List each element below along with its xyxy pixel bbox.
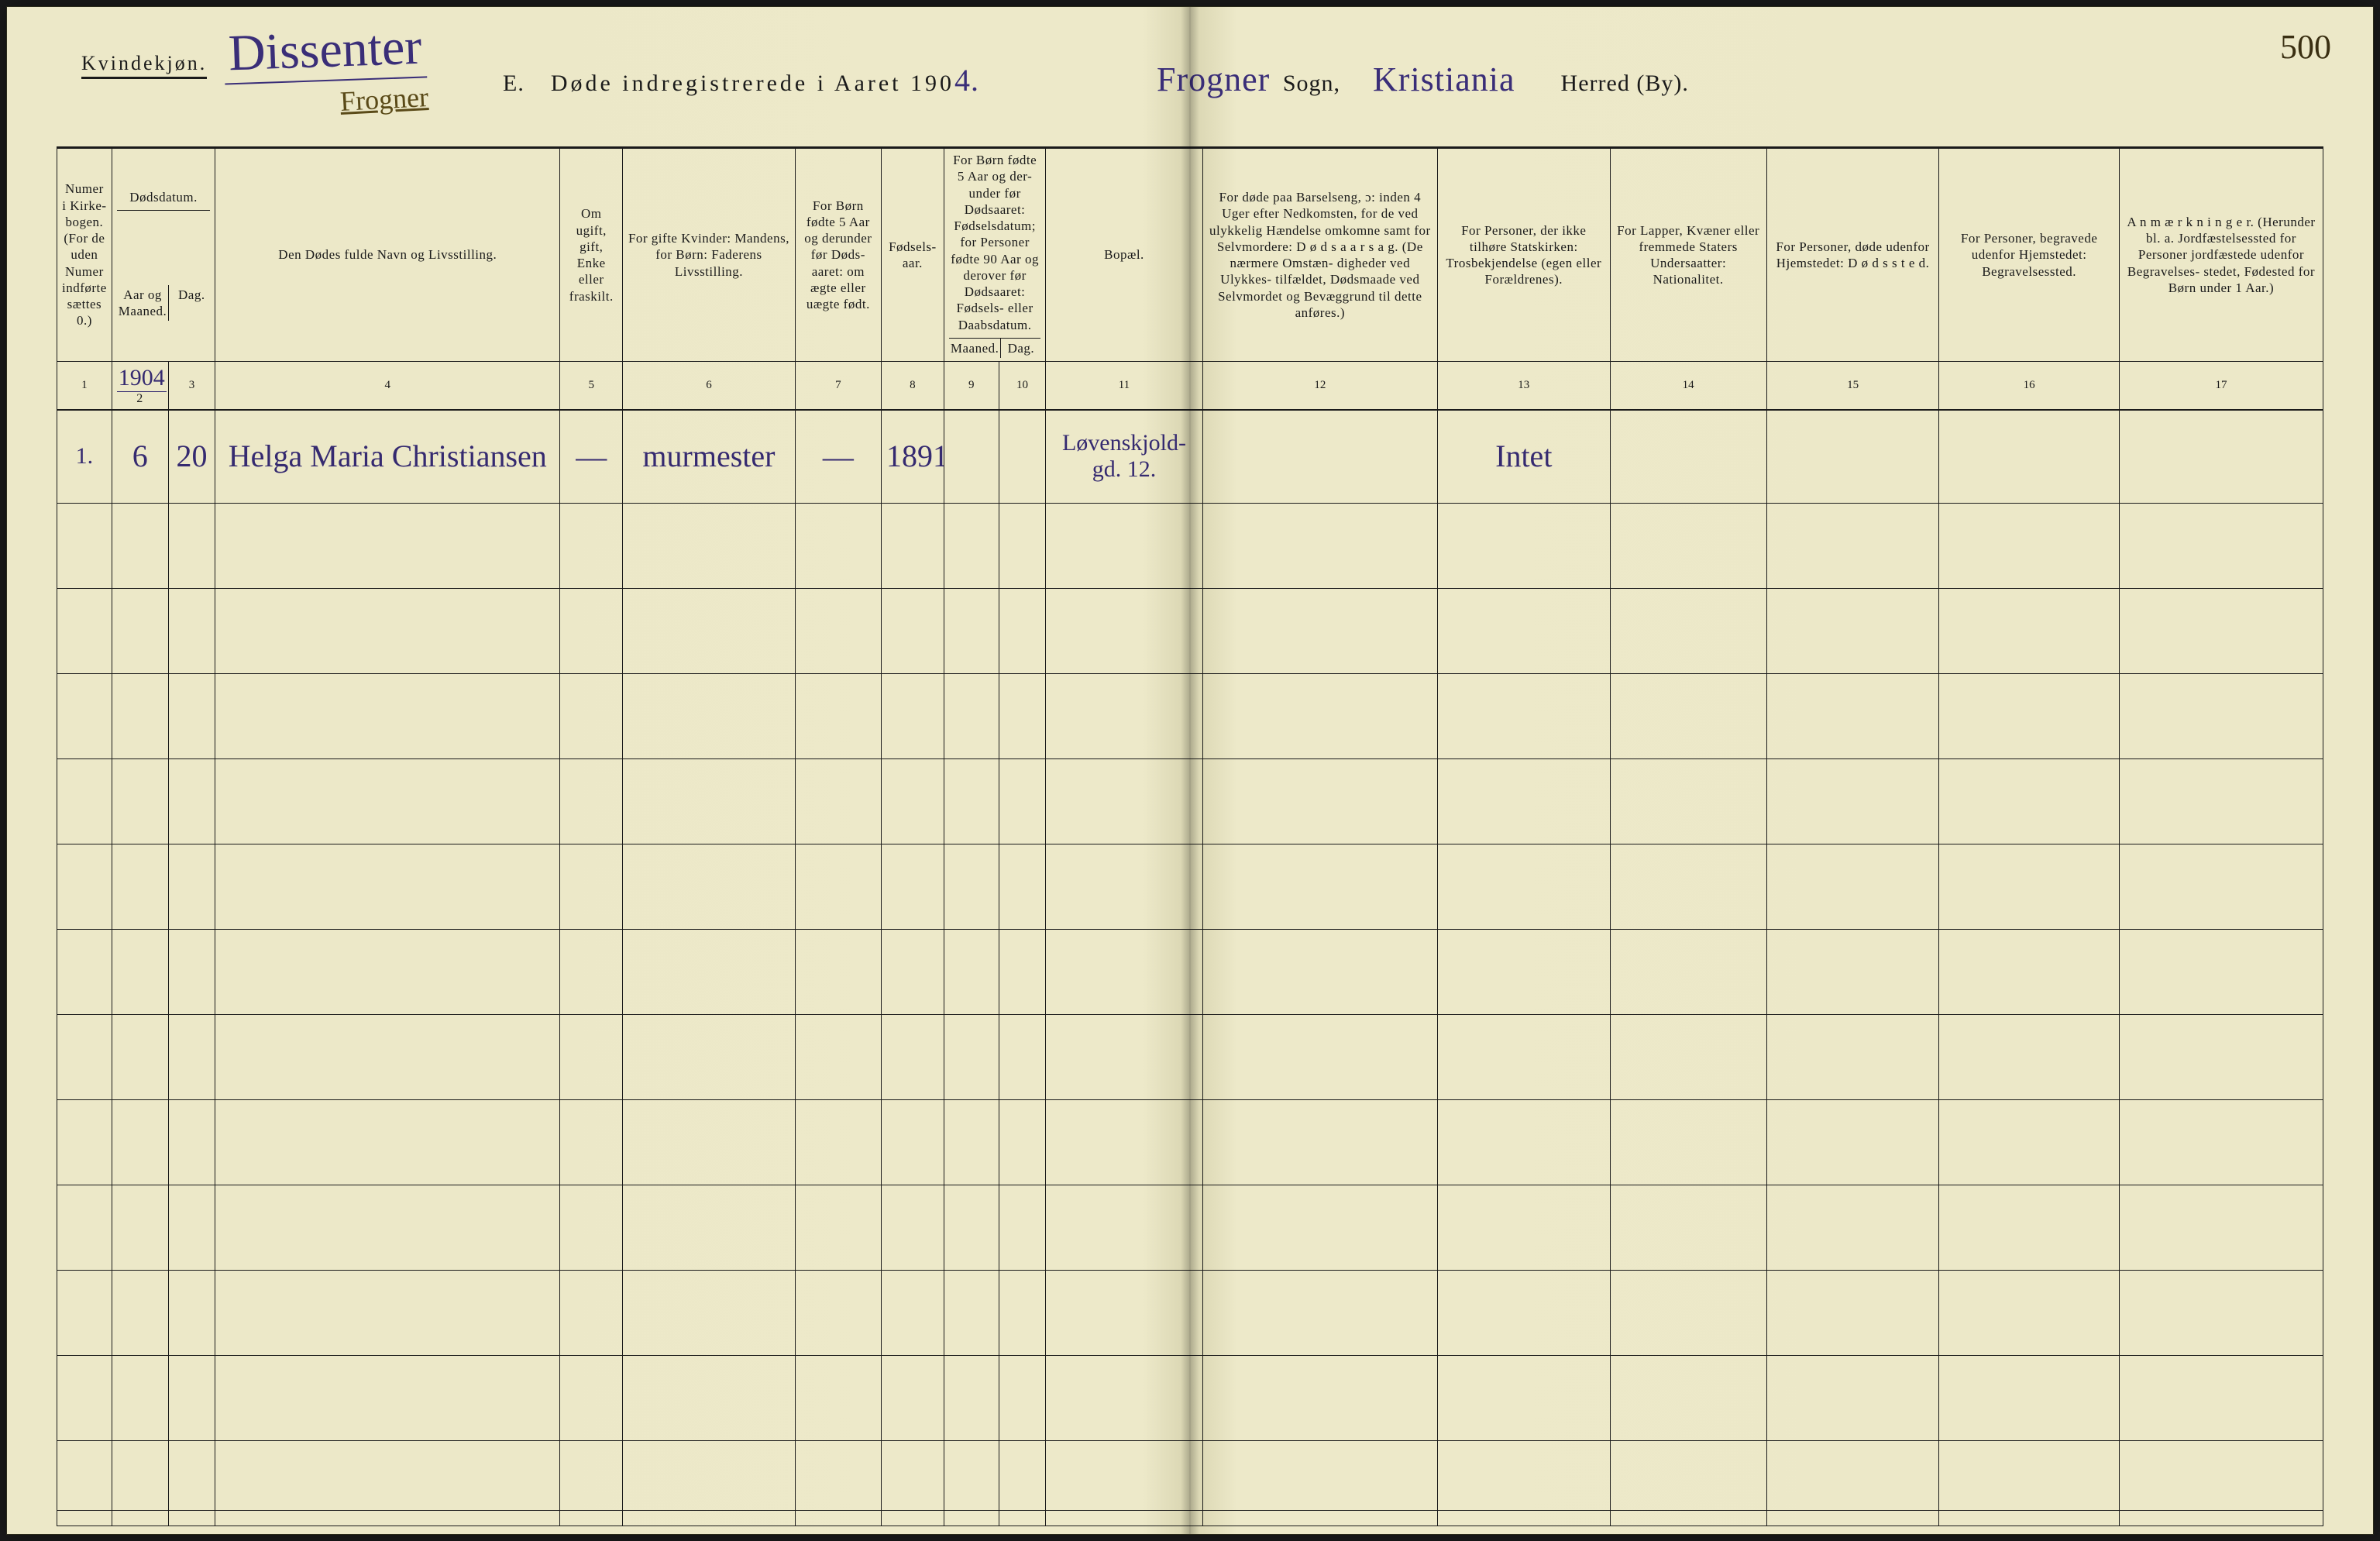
herred-label: Herred (By). (1561, 71, 1689, 96)
entry-nationality (1610, 410, 1766, 503)
col-2-3-header: Dødsdatum. Aar og Maaned. Dag. (112, 149, 215, 362)
col-14-header: For Lapper, Kvæner eller fremmede Stater… (1610, 149, 1766, 362)
empty-row (57, 1185, 2323, 1270)
col-12-header: For døde paa Barselseng, ɔ: inden 4 Uger… (1202, 149, 1437, 362)
col-dag: Dag. (169, 285, 214, 322)
title-main: Døde indregistrerede i Aaret 190 (551, 71, 954, 96)
herred-hand: Kristiania (1373, 60, 1515, 99)
table-body: 1. 6 20 Helga Maria Christiansen — murme… (57, 410, 2323, 1526)
empty-row (57, 673, 2323, 758)
colnum: 5 (560, 362, 623, 411)
sogn-label: Sogn, (1283, 71, 1340, 96)
entry-birthyear: 1891 (881, 410, 944, 503)
entry-name: Helga Maria Christiansen (215, 410, 560, 503)
gender-label: Kvindekjøn. (81, 52, 207, 79)
entry-month: 6 (112, 410, 168, 503)
title-row: E. Døde indregistrerede i Aaret 1904. Fr… (503, 60, 2311, 99)
col-4-header: Den Dødes fulde Navn og Livsstilling. (215, 149, 560, 362)
ledger-table-wrap: Numer i Kirke- bogen. (For de uden Numer… (57, 146, 2323, 1511)
year-header-hand: 1904 (117, 365, 167, 392)
col-5-header: Om ugift, gift, Enke eller fraskilt. (560, 149, 623, 362)
entry-day: 20 (168, 410, 215, 503)
colnum: 13 (1438, 362, 1611, 411)
col-8-header: Fødsels- aar. (881, 149, 944, 362)
colnum: 15 (1766, 362, 1939, 411)
entry-number: 1. (57, 410, 112, 503)
colnum: 3 (168, 362, 215, 411)
col-9-10-top: For Børn fødte 5 Aar og der- under før D… (949, 152, 1040, 339)
colnum: 7 (795, 362, 881, 411)
empty-row (57, 1270, 2323, 1355)
colnum: 4 (215, 362, 560, 411)
entry-remarks (2119, 410, 2323, 503)
colnum: 17 (2119, 362, 2323, 411)
entry-name-val: Helga Maria Christiansen (229, 439, 547, 473)
empty-row (57, 588, 2323, 673)
entry-month-val: 6 (132, 439, 148, 473)
column-number-row: 1 19042 3 4 5 6 7 8 9 10 11 12 13 14 15 … (57, 362, 2323, 411)
empty-row (57, 1099, 2323, 1185)
colnum: 8 (881, 362, 944, 411)
entry-legit: — (795, 410, 881, 503)
entry-day-val: 20 (176, 439, 207, 473)
empty-row (57, 1355, 2323, 1440)
colnum: 12 (1202, 362, 1437, 411)
entry-father-val: murmester (642, 439, 775, 473)
entry-status: — (560, 410, 623, 503)
col-17-header: A n m æ r k n i n g e r. (Herunder bl. a… (2119, 149, 2323, 362)
colnum: 14 (1610, 362, 1766, 411)
colnum-2: 2 (136, 392, 143, 405)
entry-legit-val: — (823, 439, 854, 474)
entry-father: murmester (623, 410, 796, 503)
page-header: Kvindekjøn. Dissenter Frogner E. Døde in… (69, 49, 2311, 111)
col-7-header: For Børn fødte 5 Aar og derunder før Død… (795, 149, 881, 362)
empty-row (57, 1014, 2323, 1099)
ledger-table: Numer i Kirke- bogen. (For de uden Numer… (57, 149, 2323, 1526)
empty-row (57, 844, 2323, 929)
col-10-dag: Dag. (1001, 339, 1040, 358)
col-aar-maaned: Aar og Maaned. (117, 285, 170, 322)
entry-religion: Intet (1438, 410, 1611, 503)
entry-birthyear-val: 1891 (886, 439, 944, 473)
entry-deathplace (1766, 410, 1939, 503)
entry-birthday (999, 410, 1046, 503)
col-9-10-header: For Børn fødte 5 Aar og der- under før D… (944, 149, 1045, 362)
entry-num-val: 1. (76, 443, 94, 469)
col-13-header: For Personer, der ikke tilhøre Statskirk… (1438, 149, 1611, 362)
entry-residence: Løvenskjold- gd. 12. (1046, 410, 1202, 503)
entry-row-1: 1. 6 20 Helga Maria Christiansen — murme… (57, 410, 2323, 503)
header-row: Numer i Kirke- bogen. (For de uden Numer… (57, 149, 2323, 362)
entry-status-val: — (576, 439, 607, 474)
empty-row (57, 503, 2323, 588)
ledger-page: 500 Kvindekjøn. Dissenter Frogner E. Død… (6, 6, 2374, 1535)
colnum: 1 (57, 362, 112, 411)
entry-burialplace (1939, 410, 2120, 503)
col-11-header: Bopæl. (1046, 149, 1202, 362)
empty-row (57, 929, 2323, 1014)
colnum: 19042 (112, 362, 168, 411)
parish-annotation-small: Frogner (339, 81, 429, 118)
entry-residence-val: Løvenskjold- gd. 12. (1062, 430, 1186, 482)
col-15-header: For Personer, døde udenfor Hjemstedet: D… (1766, 149, 1939, 362)
colnum: 9 (944, 362, 999, 411)
colnum: 11 (1046, 362, 1202, 411)
col-16-header: For Personer, begravede udenfor Hjemsted… (1939, 149, 2120, 362)
title-prefix: E. (503, 71, 524, 96)
dissenter-annotation: Dissenter (223, 17, 428, 84)
col-6-header: For gifte Kvinder: Mandens, for Børn: Fa… (623, 149, 796, 362)
empty-row (57, 1440, 2323, 1526)
table-head: Numer i Kirke- bogen. (For de uden Numer… (57, 149, 2323, 410)
empty-row (57, 758, 2323, 844)
col-9-maaned: Maaned. (949, 339, 1002, 358)
dodsdatum-label: Dødsdatum. (117, 189, 210, 211)
col-1-header: Numer i Kirke- bogen. (For de uden Numer… (57, 149, 112, 362)
colnum: 16 (1939, 362, 2120, 411)
title-year-hand: 4. (954, 62, 979, 98)
entry-birthmonth (944, 410, 999, 503)
entry-religion-val: Intet (1495, 439, 1552, 473)
colnum: 6 (623, 362, 796, 411)
sogn-hand: Frogner (1157, 60, 1270, 99)
colnum: 10 (999, 362, 1046, 411)
entry-cause (1202, 410, 1437, 503)
